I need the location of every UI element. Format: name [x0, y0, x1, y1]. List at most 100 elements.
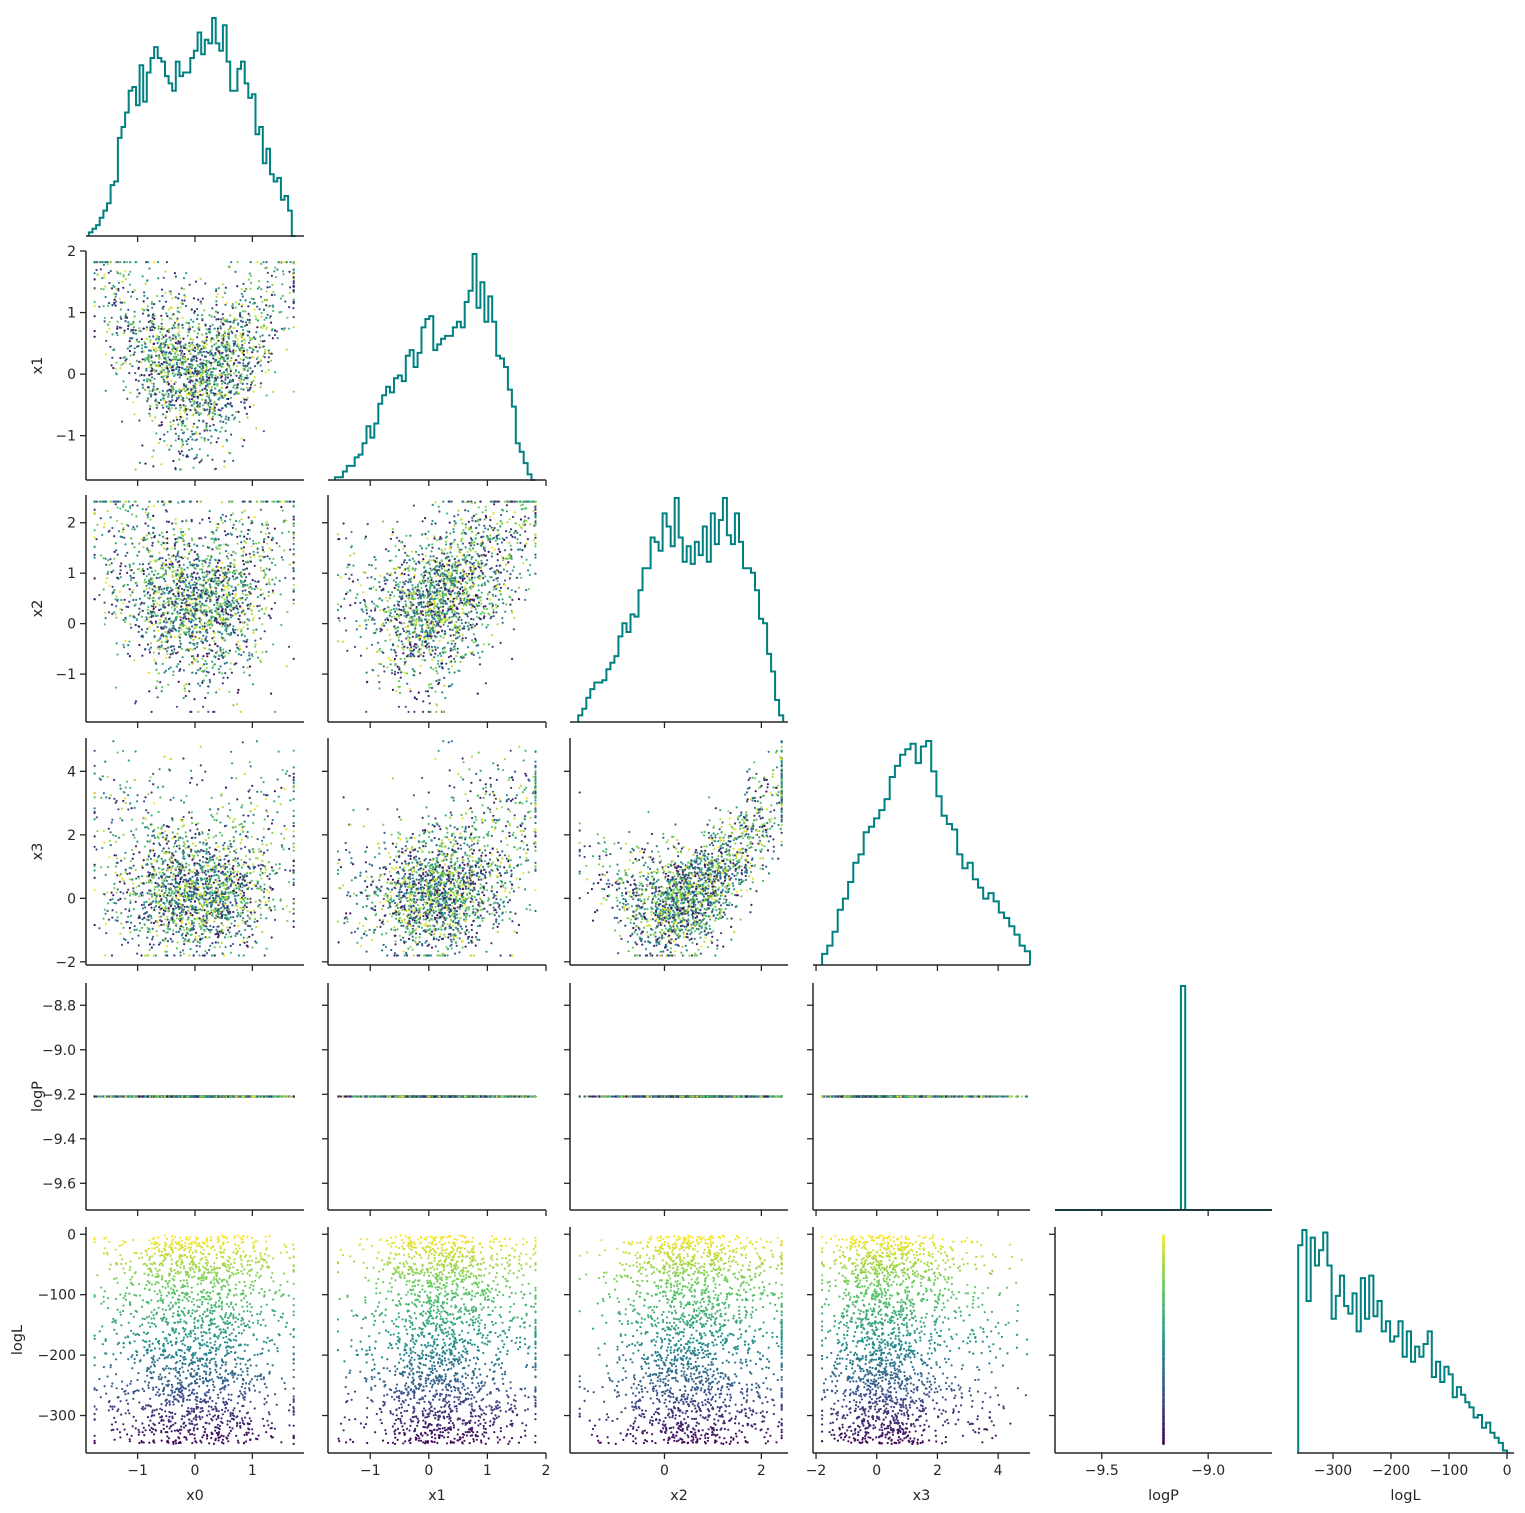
- scatter-point: [218, 570, 220, 572]
- scatter-point: [272, 558, 274, 560]
- scatter-point: [183, 544, 185, 546]
- scatter-point: [190, 585, 192, 587]
- scatter-point: [183, 404, 185, 406]
- scatter-point: [129, 614, 131, 616]
- scatter-point: [163, 606, 165, 608]
- scatter-point: [140, 361, 142, 363]
- scatter-point: [256, 261, 258, 263]
- scatter-point: [163, 361, 165, 363]
- scatter-point: [389, 574, 391, 576]
- scatter-point: [205, 582, 207, 584]
- scatter-point: [274, 294, 276, 296]
- scatter-point: [163, 504, 165, 506]
- scatter-point: [171, 563, 173, 565]
- scatter-point: [418, 561, 420, 563]
- scatter-point: [197, 348, 199, 350]
- scatter-point: [225, 404, 227, 406]
- scatter-point: [171, 547, 173, 549]
- scatter-point: [239, 571, 241, 573]
- scatter-point: [491, 634, 493, 636]
- scatter-point: [190, 637, 192, 639]
- scatter-point: [468, 577, 470, 579]
- scatter-point: [232, 597, 234, 599]
- scatter-point: [176, 706, 178, 708]
- scatter-point: [372, 586, 374, 588]
- scatter-point: [243, 339, 245, 341]
- scatter-point: [213, 384, 215, 386]
- scatter-point: [228, 417, 230, 419]
- scatter-point: [475, 640, 477, 642]
- scatter-point: [435, 649, 437, 651]
- scatter-point: [265, 304, 267, 306]
- scatter-point: [284, 261, 286, 263]
- scatter-point: [224, 601, 226, 603]
- scatter-point: [395, 690, 397, 692]
- scatter-point: [183, 569, 185, 571]
- scatter-point: [115, 542, 117, 544]
- scatter-point: [186, 418, 188, 420]
- scatter-point: [474, 577, 476, 579]
- scatter-point: [483, 612, 485, 614]
- scatter-point: [229, 623, 231, 625]
- scatter-point: [178, 451, 180, 453]
- scatter-point: [180, 416, 182, 418]
- scatter-point: [185, 371, 187, 373]
- scatter-point: [230, 330, 232, 332]
- scatter-point: [129, 507, 131, 509]
- scatter-point: [132, 322, 134, 324]
- scatter-point: [174, 272, 176, 274]
- scatter-point: [473, 654, 475, 656]
- scatter-point: [432, 624, 434, 626]
- scatter-point: [251, 653, 253, 655]
- scatter-point: [208, 374, 210, 376]
- scatter-point: [524, 530, 526, 532]
- scatter-point: [252, 629, 254, 631]
- scatter-point: [237, 692, 239, 694]
- scatter-point: [202, 628, 204, 630]
- scatter-point: [179, 413, 181, 415]
- scatter-point: [491, 552, 493, 554]
- scatter-point: [443, 677, 445, 679]
- scatter-point: [454, 524, 456, 526]
- scatter-point: [533, 539, 535, 541]
- scatter-point: [120, 562, 122, 564]
- scatter-point: [261, 523, 263, 525]
- scatter-point: [174, 601, 176, 603]
- scatter-point: [432, 668, 434, 670]
- scatter-point: [224, 304, 226, 306]
- scatter-point: [262, 334, 264, 336]
- scatter-point: [189, 628, 191, 630]
- scatter-point: [279, 580, 281, 582]
- scatter-point: [462, 580, 464, 582]
- scatter-point: [205, 324, 207, 326]
- scatter-point: [489, 534, 491, 536]
- scatter-point: [260, 594, 262, 596]
- scatter-point: [222, 639, 224, 641]
- scatter-point: [384, 640, 386, 642]
- scatter-point: [216, 296, 218, 298]
- scatter-point: [383, 665, 385, 667]
- scatter-point: [211, 315, 213, 317]
- scatter-point: [411, 584, 413, 586]
- scatter-point: [96, 261, 98, 263]
- scatter-point: [177, 374, 179, 376]
- scatter-point: [105, 564, 107, 566]
- scatter-point: [198, 323, 200, 325]
- scatter-point: [248, 654, 250, 656]
- scatter-point: [248, 367, 250, 369]
- scatter-point: [263, 309, 265, 311]
- scatter-point: [202, 706, 204, 708]
- scatter-point: [176, 397, 178, 399]
- scatter-point: [237, 629, 239, 631]
- scatter-point: [125, 358, 127, 360]
- scatter-point: [168, 383, 170, 385]
- scatter-point: [105, 558, 107, 560]
- scatter-point: [167, 604, 169, 606]
- scatter-point: [396, 613, 398, 615]
- scatter-point: [403, 646, 405, 648]
- scatter-point: [243, 439, 245, 441]
- scatter-point: [176, 554, 178, 556]
- scatter-point: [103, 557, 105, 559]
- scatter-point: [217, 538, 219, 540]
- scatter-point: [239, 315, 241, 317]
